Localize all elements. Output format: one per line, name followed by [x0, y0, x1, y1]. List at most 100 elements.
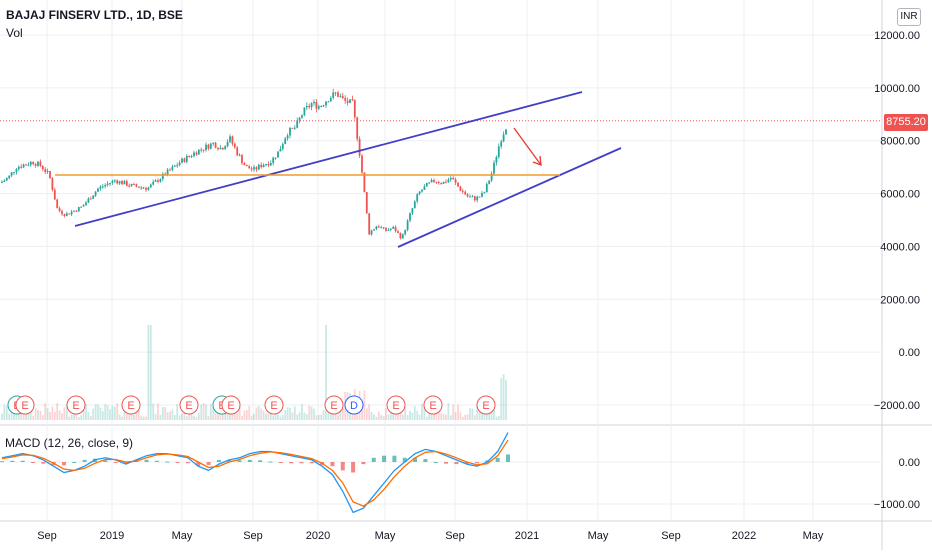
volume-bar	[75, 412, 78, 420]
candle-body	[274, 157, 277, 159]
candle-body	[277, 151, 279, 158]
earnings-badge	[121, 395, 141, 415]
candle-body	[286, 135, 289, 139]
candle-body	[310, 103, 313, 108]
candle-body	[346, 100, 349, 103]
volume-bar	[413, 406, 416, 420]
candle-body	[397, 231, 399, 233]
candle-body	[368, 213, 371, 235]
volume-bar	[253, 413, 255, 420]
volume-bar	[176, 404, 179, 420]
candle-body	[29, 161, 32, 165]
candle-body	[389, 228, 392, 230]
volume-bar	[332, 409, 335, 420]
volume-bar	[44, 403, 47, 420]
macd-histogram-bar	[454, 462, 459, 465]
candle-body	[32, 161, 35, 165]
macd-label[interactable]: MACD (12, 26, close, 9)	[5, 436, 134, 450]
volume-bar	[416, 411, 419, 420]
volume-bar	[483, 411, 486, 420]
candle-body	[217, 147, 219, 150]
candle-body	[428, 182, 431, 184]
axis-layer: 12000.00 10000.00 8000.00 6000.00 4000.00 200…	[37, 30, 920, 542]
symbol-title[interactable]: BAJAJ FINSERV LTD., 1D, BSE	[6, 8, 183, 22]
volume-bar	[101, 411, 104, 420]
volume-bar	[135, 409, 138, 420]
volume-bar	[281, 415, 284, 420]
candle-body	[267, 164, 270, 166]
candle-body	[118, 181, 121, 184]
time-tick-label: 2019	[100, 530, 124, 542]
volume-bar	[133, 414, 135, 420]
candle-body	[231, 136, 234, 144]
volume-bar	[238, 406, 241, 420]
candle-body	[466, 194, 469, 197]
macd-histogram-bar	[227, 459, 232, 462]
candle-body	[481, 192, 483, 197]
volume-bar	[459, 412, 462, 420]
volume-bar	[411, 412, 414, 420]
candle-body	[56, 199, 59, 209]
candle-body	[25, 164, 27, 166]
candle-body	[351, 99, 354, 101]
candle-body	[133, 184, 135, 186]
volume-bar	[5, 406, 8, 420]
volume-bar	[442, 414, 445, 420]
volume-bar	[365, 408, 368, 420]
currency-badge[interactable]: INR	[897, 8, 921, 26]
earnings-badge-label: E	[185, 400, 192, 412]
volume-bar	[195, 416, 198, 420]
volume-bar	[495, 416, 498, 420]
volume-bar	[3, 404, 6, 420]
time-tick-label: Sep	[243, 530, 263, 542]
candle-body	[329, 97, 332, 102]
candle-body	[190, 156, 193, 158]
candle-body	[305, 105, 308, 108]
earnings-badge	[476, 395, 496, 415]
candle-body	[128, 185, 131, 187]
volume-bar	[502, 374, 505, 420]
volume-bar	[329, 408, 332, 420]
volume-bar	[15, 414, 18, 420]
candle-body	[317, 106, 320, 109]
volume-bar	[178, 415, 181, 420]
earnings-badge	[221, 395, 241, 415]
volume-label[interactable]: Vol	[6, 26, 23, 40]
candle-body	[20, 166, 23, 168]
candle-body	[469, 196, 471, 198]
candle-body	[85, 202, 87, 206]
candle-body	[221, 147, 224, 150]
candle-body	[205, 144, 207, 151]
candle-body	[349, 99, 351, 103]
candle-body	[344, 97, 347, 101]
volume-bar	[56, 403, 59, 420]
candle-body	[418, 191, 421, 195]
macd-histogram-bar	[361, 462, 366, 465]
volume-bar	[217, 409, 219, 420]
candle-body	[229, 136, 231, 142]
candle-body	[471, 196, 474, 198]
volume-bar	[205, 404, 207, 420]
candle-body	[99, 186, 102, 189]
volume-bar	[92, 408, 95, 420]
price-tick-label: 4000.00	[880, 241, 920, 253]
volume-bar	[46, 408, 49, 420]
volume-bar	[279, 416, 282, 420]
candle-body	[423, 186, 426, 190]
price-tick-label: −2000.00	[874, 400, 920, 412]
candle-body	[404, 229, 407, 235]
volume-bar	[320, 414, 323, 420]
candle-body	[188, 155, 191, 157]
candle-body	[49, 170, 51, 179]
candle-body	[325, 101, 327, 106]
macd-histogram-bar	[10, 460, 15, 462]
earnings-badge-label: E	[21, 400, 28, 412]
volume-bar	[380, 414, 383, 420]
earnings-badge-label: E	[482, 400, 489, 412]
candle-body	[502, 134, 505, 142]
volume-bar	[337, 415, 339, 420]
macd-histogram-bar	[113, 462, 118, 463]
candle-body	[106, 183, 109, 186]
candle-body	[437, 182, 440, 184]
